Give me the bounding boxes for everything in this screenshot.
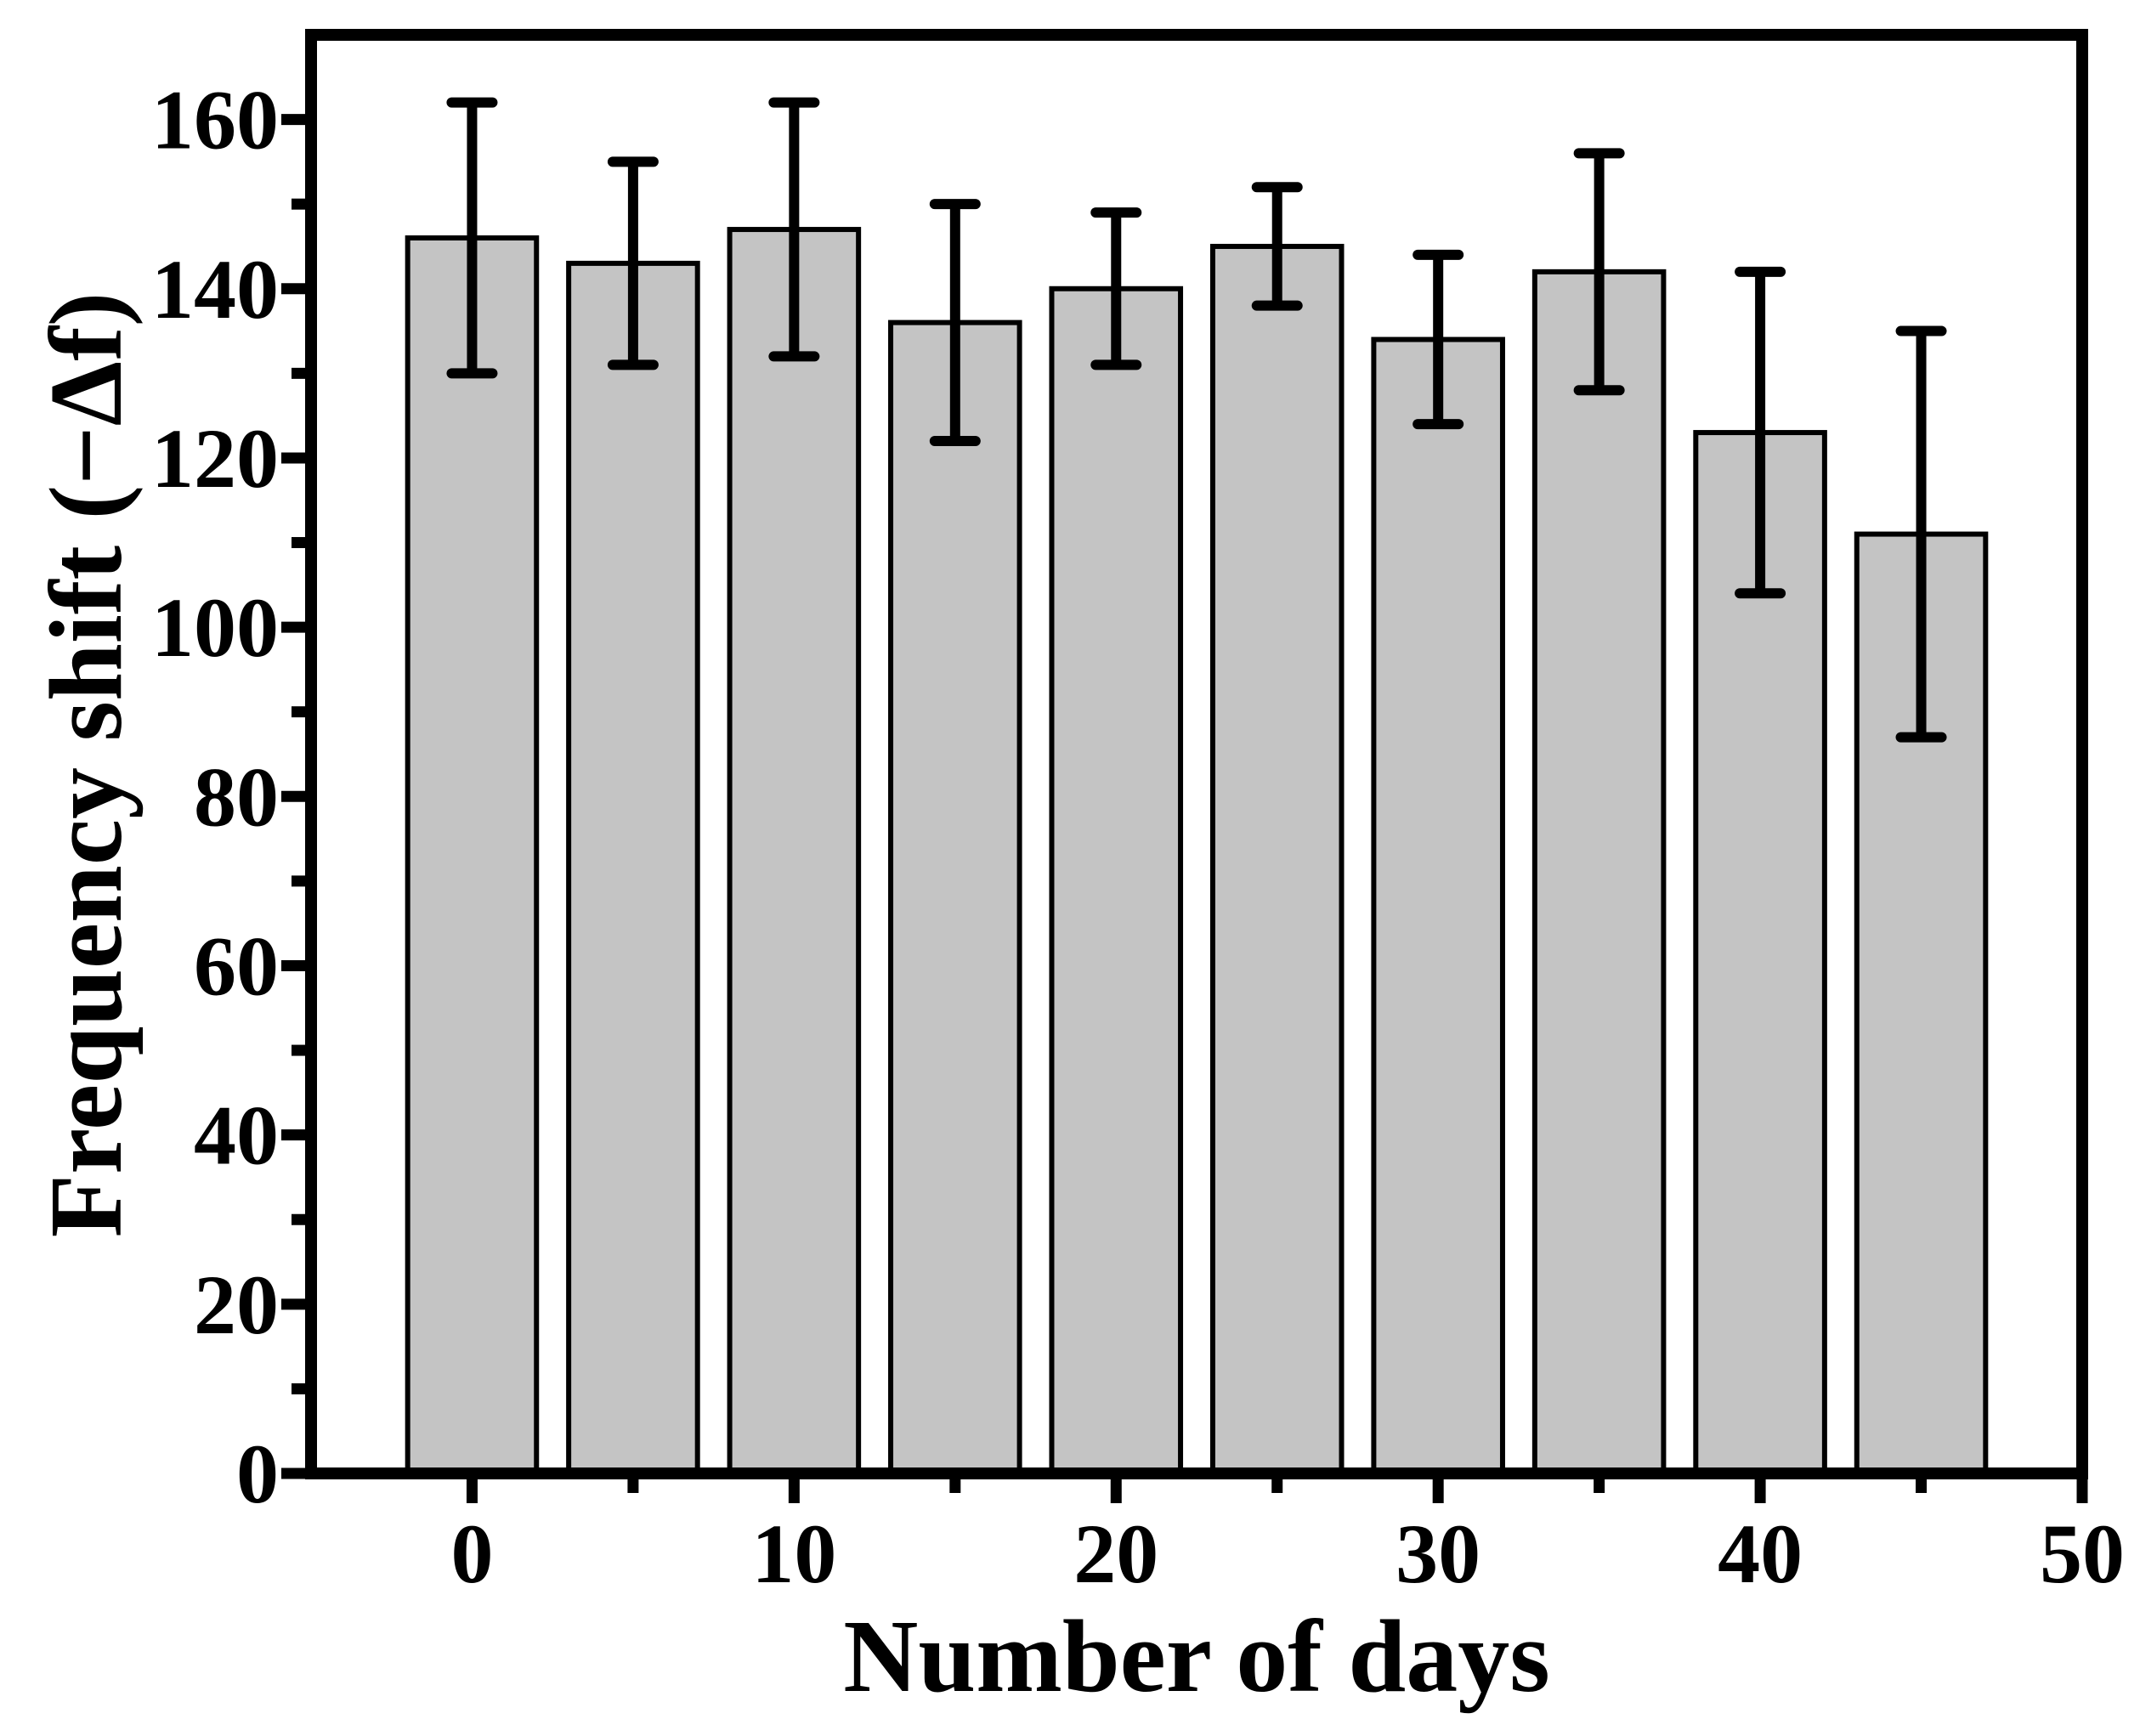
error-bar xyxy=(446,97,498,379)
bar xyxy=(1209,243,1345,1476)
bar xyxy=(1371,336,1505,1476)
y-axis-title: Frequency shift (−Δf) xyxy=(29,292,144,1238)
y-tick-label: 0 xyxy=(236,1427,279,1521)
y-tick-label: 40 xyxy=(194,1089,279,1183)
bar xyxy=(1049,286,1184,1477)
error-bar xyxy=(1895,325,1947,743)
bar xyxy=(405,235,540,1477)
bars-group xyxy=(405,227,1989,1477)
error-bars-group xyxy=(446,97,1947,743)
tick-labels-group: 0 20 40 60 80 100 120 140 160 0 10 20 30 40 50 xyxy=(151,73,2125,1601)
y-tick-label: 140 xyxy=(151,242,279,336)
error-bar xyxy=(607,156,659,370)
ticks-group xyxy=(281,114,2088,1503)
y-tick-label: 160 xyxy=(151,73,279,167)
x-axis-title: Number of days xyxy=(843,1599,1549,1714)
y-tick-label: 100 xyxy=(151,580,279,675)
y-tick-label: 120 xyxy=(151,411,279,506)
bar xyxy=(727,227,862,1476)
bar xyxy=(566,260,700,1477)
y-tick-label: 60 xyxy=(194,919,279,1013)
x-tick-label: 20 xyxy=(1073,1507,1158,1601)
x-tick-label: 50 xyxy=(2040,1507,2125,1601)
error-bar xyxy=(1573,148,1625,396)
plot-border xyxy=(305,29,2088,1479)
error-bar xyxy=(929,199,981,447)
error-bar xyxy=(1090,207,1142,370)
error-bar xyxy=(1413,249,1464,430)
x-tick-label: 10 xyxy=(751,1507,836,1601)
error-bar xyxy=(1251,182,1303,311)
bar xyxy=(1531,269,1667,1476)
x-tick-label: 0 xyxy=(450,1507,493,1601)
x-tick-label: 40 xyxy=(1718,1507,1803,1601)
y-tick-label: 20 xyxy=(194,1258,279,1352)
error-bar xyxy=(1735,266,1786,599)
error-bar xyxy=(768,97,820,362)
bar xyxy=(888,319,1022,1477)
y-tick-label: 80 xyxy=(194,749,279,844)
bar xyxy=(1693,430,1827,1476)
x-tick-label: 30 xyxy=(1396,1507,1480,1601)
